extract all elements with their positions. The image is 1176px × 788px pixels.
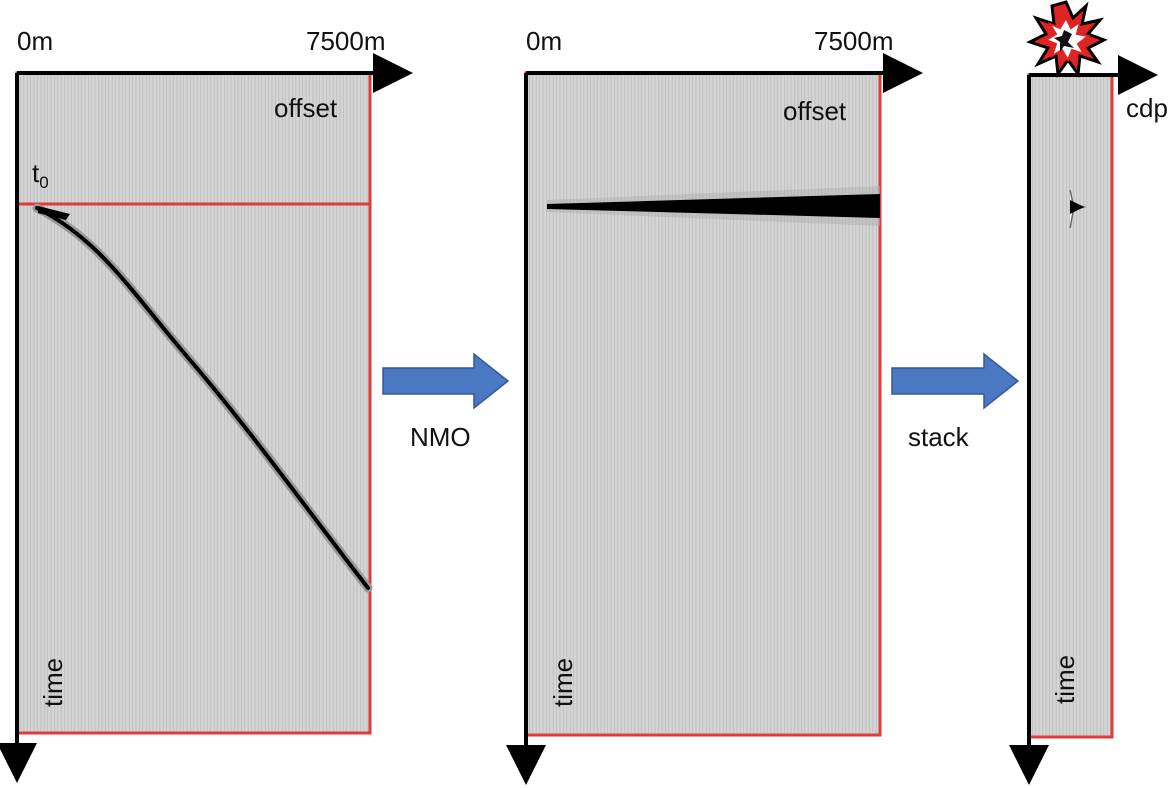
gather-offset-label: offset [274, 93, 338, 123]
nmo-offset-label: offset [783, 96, 847, 126]
gather-offset-start-label: 0m [17, 26, 53, 56]
stack-time-label: time [1050, 655, 1080, 704]
stack-panel-background [1029, 75, 1112, 737]
stack-cdp-label: cdp [1126, 93, 1168, 123]
nmo-step: NMO [382, 352, 510, 452]
nmo-label: NMO [410, 422, 471, 452]
nmo-panel: 0m 7500m offset time [506, 26, 923, 785]
nmo-offset-end-label: 7500m [814, 26, 894, 56]
gather-offset-end-label: 7500m [306, 26, 386, 56]
stacked-event [1070, 200, 1084, 214]
stack-label: stack [908, 422, 970, 452]
stack-trace-lines [1032, 77, 1111, 735]
gather-time-label: time [38, 658, 68, 707]
stack-panel: cdp time [1009, 0, 1168, 785]
nmo-arrow [382, 352, 510, 410]
flattened-event [547, 194, 880, 218]
reflection-event [35, 206, 370, 590]
explosion-icon [1026, 0, 1108, 79]
gather-trace-lines [20, 75, 368, 731]
gather-panel: 0m 7500m offset t0 time [0, 26, 413, 783]
stack-arrow [891, 352, 1020, 410]
nmo-trace-lines [529, 75, 877, 733]
stack-step: stack [891, 352, 1020, 452]
nmo-time-label: time [548, 658, 578, 707]
nmo-offset-start-label: 0m [526, 26, 562, 56]
t0-label: t0 [32, 158, 49, 192]
reflection-event-apex [38, 206, 70, 220]
